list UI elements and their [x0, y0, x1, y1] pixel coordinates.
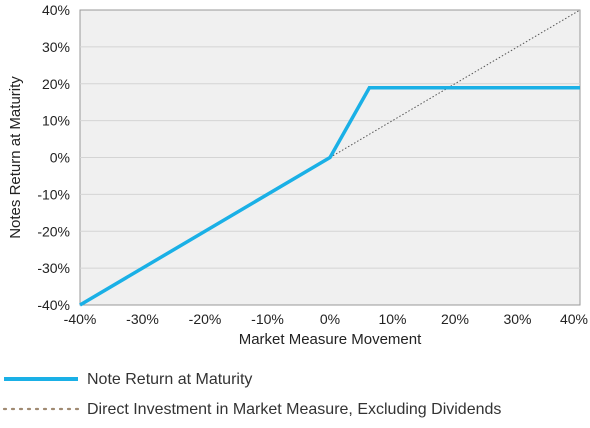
x-tick-label: -20% — [189, 311, 222, 327]
x-tick-label: 10% — [378, 311, 406, 327]
legend-label: Direct Investment in Market Measure, Exc… — [87, 401, 501, 418]
gridlines — [80, 46, 580, 269]
y-tick-label: 10% — [42, 113, 70, 129]
x-tick-label: -40% — [64, 311, 97, 327]
series-lines — [79, 9, 581, 307]
x-axis-ticks: -40% -30% -20% -10% 0% 10% 20% 30% 40% — [64, 311, 588, 327]
y-tick-label: -10% — [37, 186, 70, 202]
y-axis-title: Notes Return at Maturity — [7, 76, 24, 239]
x-tick-label: -10% — [251, 311, 284, 327]
x-tick-label: 40% — [560, 311, 588, 327]
y-tick-label: 0% — [50, 150, 70, 166]
x-tick-label: -30% — [126, 311, 159, 327]
x-axis-title: Market Measure Movement — [239, 331, 422, 348]
x-tick-label: 20% — [441, 311, 469, 327]
legend: Note Return at Maturity Direct Investment… — [2, 371, 501, 418]
y-tick-label: -30% — [37, 260, 70, 276]
x-tick-label: 30% — [503, 311, 531, 327]
legend-label: Note Return at Maturity — [87, 371, 252, 388]
y-tick-label: 40% — [42, 2, 70, 18]
y-tick-label: 20% — [42, 76, 70, 92]
y-tick-label: -40% — [37, 297, 70, 313]
y-axis-ticks: -40% -30% -20% -10% 0% 10% 20% 30% 40% — [37, 2, 70, 313]
y-tick-label: 30% — [42, 39, 70, 55]
direct-investment-line — [329, 9, 581, 158]
note-return-line — [79, 86, 580, 307]
y-tick-label: -20% — [37, 223, 70, 239]
x-tick-label: 0% — [320, 311, 340, 327]
